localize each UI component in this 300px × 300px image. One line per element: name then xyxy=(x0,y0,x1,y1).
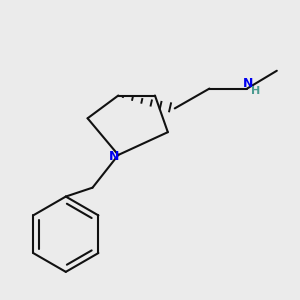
Text: H: H xyxy=(251,85,261,96)
Text: N: N xyxy=(109,150,119,164)
Text: N: N xyxy=(243,77,253,90)
